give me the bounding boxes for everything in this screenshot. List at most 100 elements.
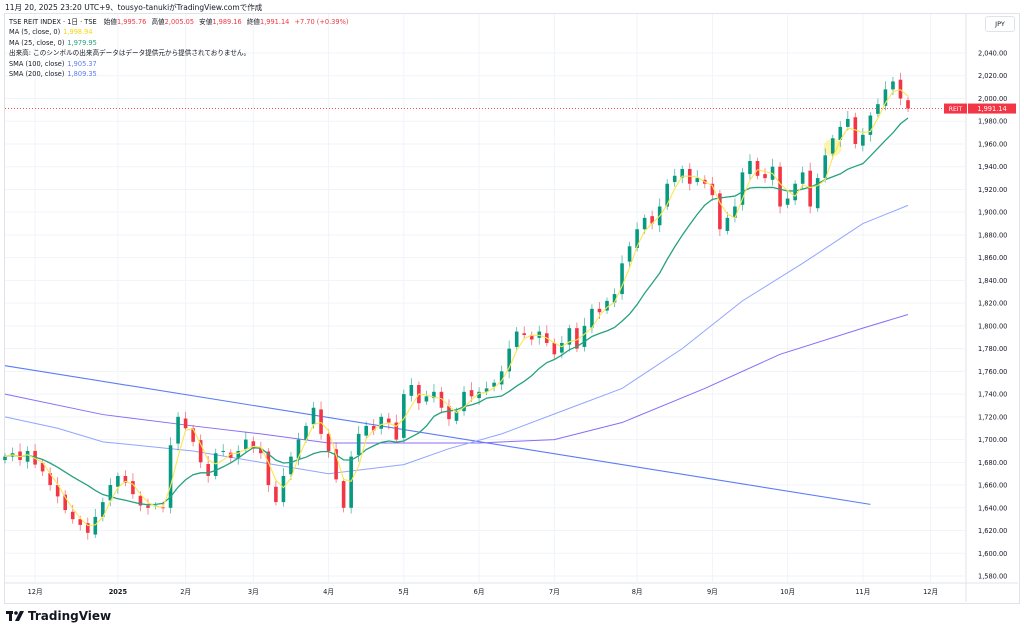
candle-body [296, 439, 301, 459]
candle-body [620, 263, 624, 295]
candle [710, 176, 715, 201]
candle [627, 241, 632, 269]
candle-body [379, 416, 384, 429]
currency-button[interactable]: JPY [985, 16, 1015, 32]
candle-body [537, 331, 542, 338]
candle [364, 421, 368, 440]
sma100-line [4, 204, 909, 475]
candle-body [853, 117, 858, 144]
legend-volume-note: 出来高: このシンボルの出来高データはデータ提供元から提供されておりません。 [9, 49, 251, 58]
tradingview-logo[interactable]: TradingView [6, 609, 111, 623]
candle-body [891, 81, 895, 90]
candle [733, 198, 737, 223]
candle-body [221, 450, 226, 452]
legend-sma200[interactable]: SMA (200, close) 1,809.35 [9, 69, 348, 79]
price-tag-label: 1,991.14 [977, 105, 1006, 113]
candle-body [876, 104, 880, 114]
candle-body [590, 308, 594, 328]
candle-body [665, 183, 669, 207]
x-tick-label: 5月 [398, 588, 409, 596]
symbol-title[interactable]: TSE REIT INDEX · 1日 · TSE [9, 18, 97, 26]
candle [116, 472, 120, 494]
candle [326, 429, 331, 458]
candle [447, 399, 451, 426]
y-tick-label: 1,740.00 [978, 391, 1007, 399]
candle [815, 173, 820, 212]
candle-body [334, 449, 338, 480]
candle-body [70, 511, 75, 520]
candle-body [680, 168, 685, 178]
candle [778, 162, 782, 214]
candle [55, 477, 60, 504]
candle-body [861, 134, 865, 146]
candle-body [364, 425, 368, 436]
candle [687, 163, 692, 191]
y-tick-label: 1,620.00 [978, 527, 1007, 535]
candle [830, 134, 835, 160]
candle-body [552, 342, 557, 355]
candle-body [793, 183, 797, 201]
candle-body [710, 183, 715, 196]
candle-body [356, 433, 361, 455]
candle-body [183, 418, 188, 429]
candle-body [251, 441, 256, 449]
ma5-value: 1,998.94 [63, 28, 93, 37]
candle-body [439, 391, 444, 408]
candle-body [341, 481, 346, 508]
candle [755, 157, 760, 180]
candle [131, 473, 135, 499]
y-tick-label: 1,960.00 [978, 140, 1007, 148]
legend-sma100[interactable]: SMA (100, close) 1,905.37 [9, 59, 348, 69]
y-tick-label: 1,940.00 [978, 163, 1007, 171]
candle-body [116, 475, 120, 487]
candle [409, 378, 414, 402]
candle [514, 327, 519, 351]
candle [567, 324, 572, 352]
candle-body [386, 418, 391, 423]
candle-body [454, 411, 459, 421]
candle-body [123, 475, 128, 483]
candle-body [740, 172, 745, 205]
high-label: 高値 [151, 18, 165, 26]
candle-body [108, 485, 113, 501]
x-tick-label: 3月 [248, 588, 259, 596]
candle [123, 470, 128, 487]
candle-body [138, 495, 143, 506]
legend-ma5[interactable]: MA (5, close, 0) 1,998.94 [9, 27, 348, 37]
y-tick-label: 1,660.00 [978, 482, 1007, 490]
candle-body [304, 425, 308, 440]
tradingview-logo-icon [6, 611, 24, 621]
candle-body [213, 453, 218, 476]
candle-body [883, 89, 888, 106]
legend-ohlc-row: TSE REIT INDEX · 1日 · TSE 始値1,995.76 高値2… [9, 17, 348, 27]
candle-body [785, 198, 790, 205]
candle-body [492, 382, 496, 387]
low-label: 安値 [199, 18, 213, 26]
candle-body [672, 175, 677, 183]
y-tick-label: 1,920.00 [978, 186, 1007, 194]
x-tick-label: 10月 [780, 588, 795, 596]
candle [341, 477, 346, 513]
candle [838, 121, 843, 147]
candle [424, 390, 429, 405]
candle [861, 128, 865, 152]
candle-body [63, 494, 67, 511]
y-tick-label: 1,880.00 [978, 231, 1007, 239]
candle [432, 383, 436, 403]
legend-ma25[interactable]: MA (25, close, 0) 1,979.95 [9, 38, 348, 48]
candle-body [146, 505, 150, 508]
candle [529, 331, 534, 346]
candle [48, 467, 52, 491]
candle [898, 72, 903, 106]
candle-body [198, 440, 203, 463]
candle-body [718, 193, 722, 230]
candle [469, 382, 474, 403]
candle [221, 444, 226, 457]
candle-body [477, 391, 481, 399]
candle [18, 443, 22, 466]
candle [725, 212, 730, 235]
x-tick-label: 4月 [323, 588, 334, 596]
candle [168, 437, 173, 514]
candle [823, 148, 828, 183]
